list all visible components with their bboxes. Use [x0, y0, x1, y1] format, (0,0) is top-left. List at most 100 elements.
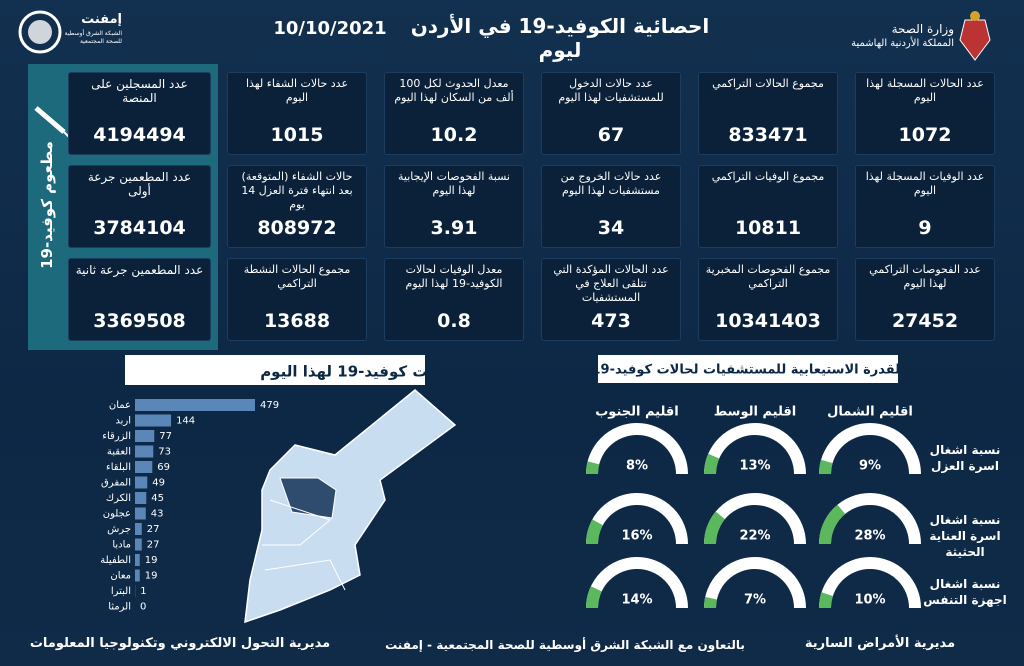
vaccine-label: عدد المطعمين جرعة أولى	[87, 170, 192, 198]
category-label: البترا	[111, 586, 131, 597]
vaccine-label: عدد المسجلين على المنصة	[91, 77, 188, 105]
gauge-value: 7%	[744, 593, 766, 608]
stat-value: 34	[597, 217, 625, 239]
stat-value: 1072	[898, 124, 952, 146]
category-label: الطفيلة	[100, 555, 131, 566]
stat-tile: عدد حالات الشفاء لهذا اليوم 1015	[227, 72, 367, 155]
gauge-title-box	[598, 355, 898, 383]
bar	[135, 523, 142, 535]
stat-label: مجموع الحالات النشطة التراكمي	[243, 263, 351, 290]
bar	[135, 538, 142, 551]
gauge-value: 14%	[621, 593, 652, 608]
gauge-value: 9%	[859, 459, 881, 474]
gauge-fill	[586, 461, 600, 475]
bar	[135, 569, 140, 582]
footer-left: مديرية التحول الالكتروني وتكنولوجيا المع…	[29, 636, 331, 651]
category-label: جرش	[107, 524, 131, 535]
stat-tile: عدد الحالات المؤكدة التي تتلقى العلاج في…	[541, 258, 681, 341]
stat-label: مجموع الحالات التراكمي	[712, 77, 824, 90]
stat-value: 13688	[263, 310, 331, 332]
gauge-track	[819, 557, 921, 609]
gauge-track	[586, 423, 688, 475]
bar	[135, 507, 146, 520]
category-label: اربد	[115, 416, 131, 427]
stat-label: عدد الفحوصات التراكمي لهذا اليوم	[869, 263, 981, 290]
ministry: وزارة الصحة	[891, 22, 954, 36]
region-label: اقليم الجنوب	[595, 405, 679, 420]
region-label: اقليم الوسط	[714, 405, 797, 420]
stat-label: عدد حالات الخروج من مستشفيات لهذا اليوم	[560, 170, 662, 197]
logo-name: إمفنت	[81, 12, 122, 27]
footer-center: بالتعاون مع الشبكة الشرق أوسطية للصحة ال…	[385, 638, 745, 652]
gauge-fill	[819, 592, 833, 609]
value-label: 27	[147, 524, 160, 535]
gauge-value: 8%	[626, 459, 648, 474]
vaccine-value: 3784104	[93, 217, 186, 239]
gauge-fill	[704, 453, 720, 475]
stat-value: 3.91	[430, 217, 478, 239]
stat-value: 27452	[891, 310, 959, 332]
stat-label: عدد الحالات المسجلة لهذا اليوم	[866, 77, 984, 104]
gauge-value: 28%	[854, 529, 885, 544]
stat-label: حالات الشفاء (المتوقعة) بعد انتهاء فترة …	[241, 170, 353, 211]
gauge-fill	[819, 504, 846, 545]
stat-tile: مجموع الحالات التراكمي 833471	[698, 72, 838, 155]
stat-label: معدل الوفيات لحالات الكوفيد-19 لهذا اليو…	[405, 263, 503, 290]
bar	[135, 476, 148, 489]
category-label: الرمثا	[108, 602, 131, 613]
stat-label: عدد حالات الدخول للمستشفيات لهذا اليوم	[558, 77, 664, 104]
stat-label: مجموع الوفيات التراكمي	[711, 170, 825, 183]
gauge-track	[704, 423, 806, 475]
stat-label: عدد الوفيات المسجلة لهذا اليوم	[865, 170, 985, 197]
gauge-fill	[819, 459, 833, 475]
bar	[135, 445, 154, 458]
stat-tile: عدد حالات الخروج من مستشفيات لهذا اليوم 3…	[541, 165, 681, 248]
gauge-fill	[586, 586, 602, 609]
stat-value: 10341403	[715, 310, 821, 332]
vaccine-label: عدد المطعمين جرعة ثانية	[75, 263, 204, 277]
value-label: 144	[176, 416, 195, 427]
gauge-value: 13%	[739, 459, 770, 474]
stat-value: 0.8	[437, 310, 471, 332]
category-label: عجلون	[103, 509, 131, 520]
stat-value: 808972	[257, 217, 337, 239]
stat-tile: مجموع الفحوصات المخبرية التراكمي 10341403	[698, 258, 838, 341]
category-label: مادبا	[112, 540, 131, 551]
value-label: 19	[145, 555, 158, 566]
stat-value: 833471	[728, 124, 808, 146]
vaccine-tile: عدد المطعمين جرعة أولى 3784104	[68, 165, 211, 248]
vaccine-tile: عدد المطعمين جرعة ثانية 3369508	[68, 258, 211, 341]
stat-value: 10.2	[430, 124, 478, 146]
bar	[135, 461, 153, 473]
category-label: المفرق	[101, 478, 131, 489]
stat-value: 1015	[270, 124, 324, 146]
value-label: 73	[158, 447, 171, 458]
category-label: البلقاء	[106, 462, 131, 473]
stat-label: نسبة الفحوصات الإيجابية لهذا اليوم	[397, 170, 510, 197]
stat-value: 9	[918, 217, 932, 239]
value-label: 27	[147, 540, 160, 551]
footer-right: مديرية الأمراض السارية	[804, 636, 956, 651]
row-label: نسبة اشغال اسرة العناية الحثيثة	[929, 513, 1001, 559]
stat-tile: مجموع الوفيات التراكمي 10811	[698, 165, 838, 248]
value-label: 77	[159, 431, 172, 442]
stat-label: عدد الحالات المؤكدة التي تتلقى العلاج في…	[553, 263, 669, 304]
stat-tile: عدد الحالات المسجلة لهذا اليوم 1072	[855, 72, 995, 155]
value-label: 45	[151, 493, 164, 504]
category-label: الزرقاء	[102, 431, 131, 442]
bar-title: توزيع حالات كوفيد-19 لهذا اليوم	[260, 363, 500, 381]
vaccine-tile: عدد المسجلين على المنصة 4194494	[68, 72, 211, 155]
gauge-value: 22%	[739, 529, 770, 544]
emblem	[959, 11, 991, 61]
bar	[135, 430, 155, 442]
stat-tile: معدل الحدوث لكل 100 ألف من السكان لهذا ا…	[384, 72, 524, 155]
stat-label: مجموع الفحوصات المخبرية التراكمي	[705, 263, 831, 290]
stat-value: 10811	[734, 217, 802, 239]
bar	[135, 492, 147, 504]
value-label: 479	[260, 400, 279, 411]
logo	[18, 10, 62, 54]
stat-tile: مجموع الحالات النشطة التراكمي 13688	[227, 258, 367, 341]
value-label: 19	[145, 571, 158, 582]
bar	[135, 414, 172, 427]
gauge-track	[704, 557, 806, 609]
